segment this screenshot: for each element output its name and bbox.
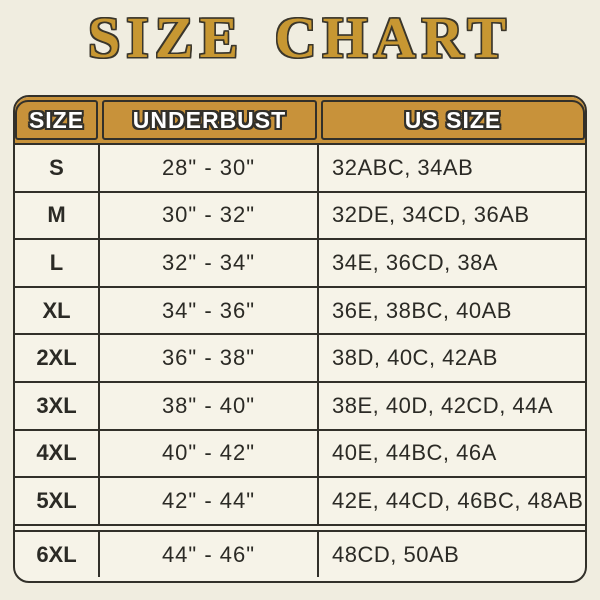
underbust-cell: 36" - 38" (100, 335, 319, 381)
header-cell-size: SIZE (15, 97, 100, 143)
table-row: 3XL 38" - 40" 38E, 40D, 42CD, 44A (15, 382, 585, 431)
column-header-size: SIZE (15, 100, 98, 140)
underbust-cell: 30" - 32" (100, 192, 319, 239)
table-row: XL 34" - 36" 36E, 38BC, 40AB (15, 287, 585, 336)
size-cell: XL (15, 287, 100, 334)
underbust-cell: 40" - 42" (100, 430, 319, 477)
header-cell-us-size: US SIZE (319, 97, 585, 143)
size-cell: 3XL (15, 382, 100, 429)
table-row: 2XL 36" - 38" 38D, 40C, 42AB (15, 335, 585, 383)
underbust-cell: 38" - 40" (100, 382, 319, 429)
us-size-cell: 36E, 38BC, 40AB (332, 297, 512, 323)
size-cell: S (15, 145, 100, 191)
size-cell: L (15, 240, 100, 286)
size-cell: 5XL (15, 478, 100, 524)
us-size-cell: 42E, 44CD, 46BC, 48AB (332, 487, 584, 513)
size-cell: 2XL (15, 335, 100, 381)
table-row: 4XL 40" - 42" 40E, 44BC, 46A (15, 430, 585, 479)
underbust-cell: 42" - 44" (100, 478, 319, 524)
table-row: 6XL 44" - 46" 48CD, 50AB (15, 529, 585, 578)
size-cell: M (15, 192, 100, 239)
underbust-cell: 34" - 36" (100, 287, 319, 334)
size-cell: 6XL (15, 531, 100, 578)
us-size-cell: 38D, 40C, 42AB (332, 345, 498, 371)
table-row: S 28" - 30" 32ABC, 34AB (15, 145, 585, 193)
underbust-cell: 28" - 30" (100, 145, 319, 191)
us-size-cell: 48CD, 50AB (332, 541, 460, 567)
size-chart-table: SIZE UNDERBUST US SIZE S 28" - 30" 32ABC… (13, 95, 587, 583)
table-body: S 28" - 30" 32ABC, 34AB M 30" - 32" 32DE… (15, 145, 585, 578)
size-cell: 4XL (15, 430, 100, 477)
us-size-cell: 40E, 44BC, 46A (332, 440, 497, 466)
page-title: SIZE CHART (87, 5, 513, 70)
us-size-cell: 32DE, 34CD, 36AB (332, 202, 530, 228)
table-header-row: SIZE UNDERBUST US SIZE (15, 97, 585, 145)
us-size-cell: 34E, 36CD, 38A (332, 249, 498, 275)
column-header-underbust: UNDERBUST (102, 100, 317, 140)
column-header-us-size: US SIZE (321, 100, 585, 140)
table-row: M 30" - 32" 32DE, 34CD, 36AB (15, 192, 585, 241)
underbust-cell: 44" - 46" (100, 531, 319, 578)
us-size-cell: 38E, 40D, 42CD, 44A (332, 392, 554, 418)
table-row: 5XL 42" - 44" 42E, 44CD, 46BC, 48AB (15, 478, 585, 526)
us-size-cell: 32ABC, 34AB (332, 154, 474, 180)
table-row: L 32" - 34" 34E, 36CD, 38A (15, 240, 585, 288)
underbust-cell: 32" - 34" (100, 240, 319, 286)
header-cell-underbust: UNDERBUST (100, 97, 319, 143)
